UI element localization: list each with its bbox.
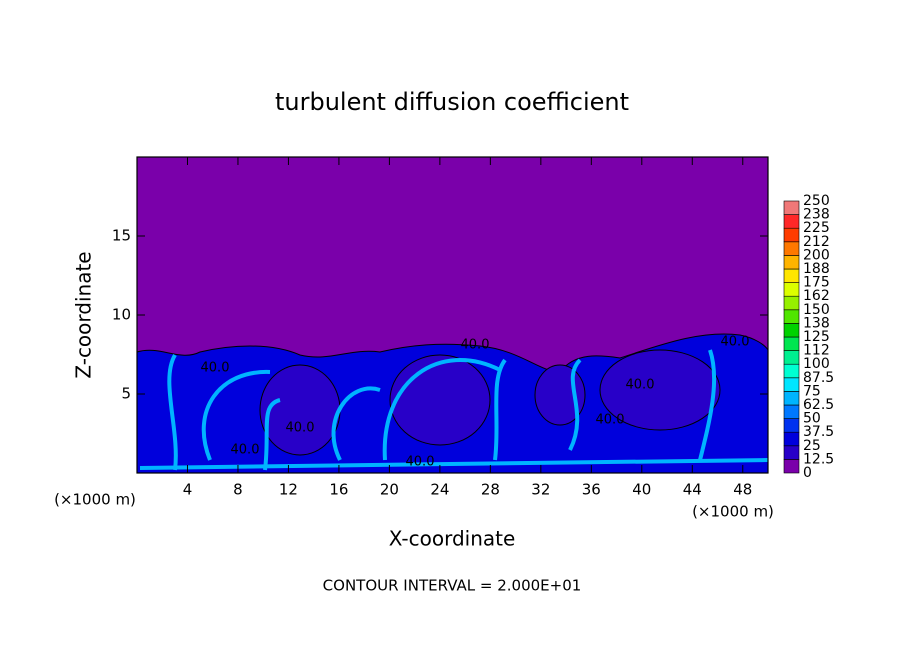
colorbar-label: 212 <box>803 234 830 250</box>
chart-title: turbulent diffusion coefficient <box>275 88 629 116</box>
colorbar-cell <box>783 295 800 311</box>
colorbar-label: 62.5 <box>803 397 834 413</box>
contour-label: 40.0 <box>626 378 655 393</box>
colorbar-label: 150 <box>803 302 830 318</box>
streak <box>201 369 271 461</box>
streak <box>139 458 769 470</box>
streak <box>493 358 507 461</box>
colorbar-cell <box>783 418 800 433</box>
contour-label: 40.0 <box>231 443 260 458</box>
colorbar-cell <box>783 323 800 338</box>
contour-label: 40.0 <box>286 421 315 436</box>
streak <box>568 358 582 451</box>
colorbar-cell <box>783 391 800 406</box>
colorbar-cell <box>783 241 800 256</box>
streak <box>382 358 501 461</box>
colorbar-cell <box>783 350 800 365</box>
eddy <box>259 364 341 456</box>
colorbar-cell <box>783 200 800 215</box>
colorbar-label: 87.5 <box>803 370 834 386</box>
field <box>136 157 769 474</box>
contour-label: 40.0 <box>406 455 435 470</box>
x-tick-label: 36 <box>582 481 601 499</box>
y-tick-label: 15 <box>112 227 131 245</box>
x-tick-label: 4 <box>183 481 193 499</box>
colorbar-label: 112 <box>803 343 830 359</box>
x-tick-label: 16 <box>329 481 348 499</box>
x-unit-label: (×1000 m) <box>692 503 774 521</box>
colorbar-cell <box>783 459 800 474</box>
y-unit-label: (×1000 m) <box>54 491 136 509</box>
colorbar-cell <box>783 227 800 243</box>
colorbar-cell <box>783 214 800 229</box>
colorbar-label: 238 <box>803 207 830 223</box>
colorbar-label: 200 <box>803 247 830 263</box>
y-axis-label: Z-coordinate <box>72 251 96 378</box>
colorbar-cell <box>783 377 800 392</box>
x-tick-label: 48 <box>733 481 752 499</box>
colorbar-label: 25 <box>803 438 821 454</box>
colorbar-label: 250 <box>803 193 830 209</box>
footer: CONTOUR INTERVAL = 2.000E+01 <box>323 577 582 595</box>
eddy <box>389 354 491 446</box>
colorbar-cell <box>783 431 800 447</box>
colorbar-label: 162 <box>803 288 830 304</box>
y-tick-label: 10 <box>112 306 131 324</box>
colorbar-label: 225 <box>803 220 830 236</box>
contour-label: 40.0 <box>201 361 230 376</box>
colorbar-cell <box>783 404 800 419</box>
streak <box>698 349 717 461</box>
colorbar-label: 188 <box>803 261 830 277</box>
colorbar-label: 100 <box>803 356 830 372</box>
colorbar-label: 175 <box>803 275 830 291</box>
colorbar-label: 138 <box>803 315 830 331</box>
x-tick-label: 44 <box>683 481 702 499</box>
streak <box>331 386 381 461</box>
colorbar-label: 50 <box>803 411 821 427</box>
colorbar-label: 37.5 <box>803 424 834 440</box>
colorbar-label: 125 <box>803 329 830 345</box>
streak <box>167 353 178 471</box>
colorbar-label: 75 <box>803 383 821 399</box>
colorbar-cell <box>783 255 800 270</box>
x-tick-label: 32 <box>531 481 550 499</box>
colorbar-cell <box>783 336 800 351</box>
x-tick-label: 24 <box>430 481 449 499</box>
colorbar-label: 0 <box>803 465 812 481</box>
x-tick-label: 12 <box>279 481 298 499</box>
colorbar-cell <box>783 445 800 460</box>
contour-label: 40.0 <box>721 335 750 350</box>
x-tick-label: 28 <box>481 481 500 499</box>
contour-label: 40.0 <box>461 338 490 353</box>
contour-label: 40.0 <box>596 413 625 428</box>
colorbar-cell <box>783 268 800 283</box>
x-tick-label: 20 <box>380 481 399 499</box>
x-tick-label: 8 <box>233 481 243 499</box>
colorbar-label: 12.5 <box>803 451 834 467</box>
x-tick-label: 40 <box>632 481 651 499</box>
y-tick-label: 5 <box>121 385 131 403</box>
streak <box>263 398 281 471</box>
colorbar-cell <box>783 309 800 324</box>
colorbar-cell <box>783 363 800 379</box>
x-axis-label: X-coordinate <box>389 527 516 551</box>
eddy <box>599 349 721 431</box>
colorbar-cell <box>783 282 800 297</box>
